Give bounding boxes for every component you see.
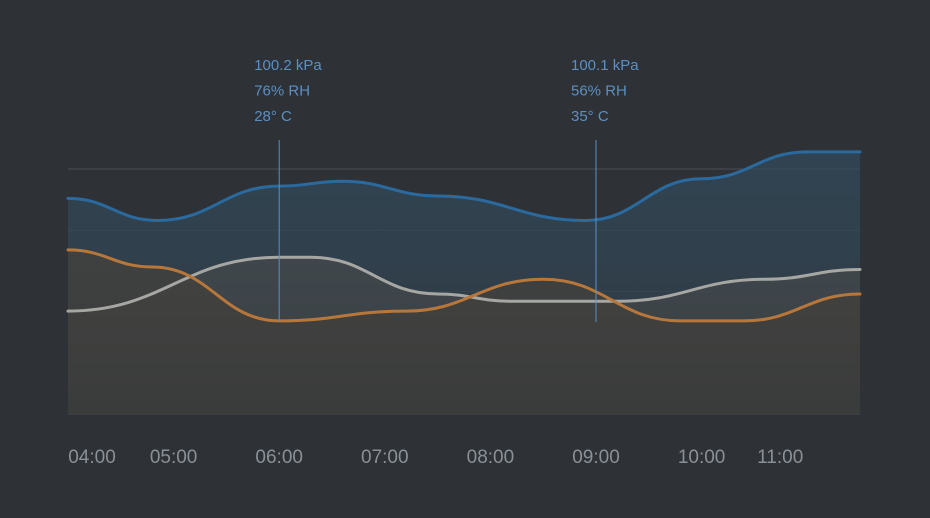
x-tick-label-0500: 05:00: [150, 447, 198, 468]
temperature-line: [66, 248, 862, 323]
x-tick-label-0700: 07:00: [361, 447, 409, 468]
annotation-1-line-1: 56% RH: [571, 83, 627, 100]
x-tick-label-1000: 10:00: [678, 447, 726, 468]
annotation-0-line-0: 100.2 kPa: [254, 57, 322, 74]
series-lines: [66, 150, 862, 323]
humidity-line: [66, 255, 862, 313]
annotation-1-line-2: 35° C: [571, 108, 609, 125]
x-axis-ticks: 04:00 05:00 06:00 07:00 08:00 09:00 10:00 11:00: [68, 447, 803, 468]
x-tick-label-0900: 09:00: [572, 447, 620, 468]
x-tick-label-0400: 04:00: [68, 447, 116, 468]
annotation-0-line-2: 28° C: [254, 108, 292, 125]
bottom-shade: [68, 169, 860, 414]
pressure-line: [66, 150, 862, 222]
x-tick-label-0800: 08:00: [467, 447, 515, 468]
x-tick-label-0600: 06:00: [255, 447, 303, 468]
x-tick-label-1100: 11:00: [757, 447, 803, 468]
annotation-0-line-1: 76% RH: [254, 83, 310, 100]
annotations: 100.2 kPa 76% RH 28° C 100.1 kPa 56% RH 35° C: [254, 57, 639, 322]
annotation-1-line-0: 100.1 kPa: [571, 57, 639, 74]
